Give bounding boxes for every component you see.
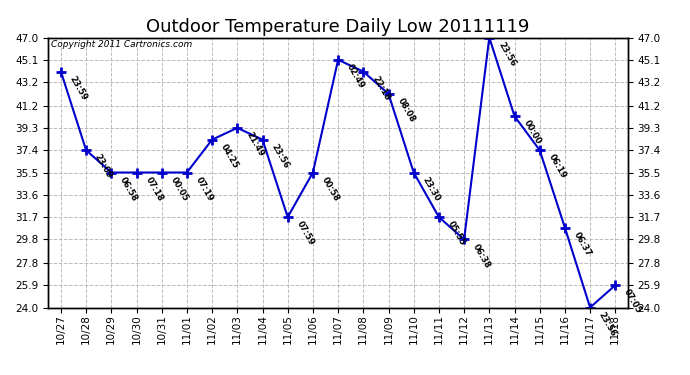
Text: 06:58: 06:58 [118, 175, 139, 203]
Text: 21:49: 21:49 [244, 130, 266, 158]
Text: 07:19: 07:19 [194, 175, 215, 203]
Title: Outdoor Temperature Daily Low 20111119: Outdoor Temperature Daily Low 20111119 [146, 18, 530, 36]
Text: 07:05: 07:05 [622, 288, 643, 315]
Text: 00:00: 00:00 [522, 119, 542, 146]
Text: 04:25: 04:25 [219, 142, 240, 170]
Text: 02:49: 02:49 [345, 63, 366, 90]
Text: 23:59: 23:59 [68, 74, 89, 102]
Text: 23:30: 23:30 [421, 175, 442, 203]
Text: 07:18: 07:18 [144, 175, 164, 203]
Text: Copyright 2011 Cartronics.com: Copyright 2011 Cartronics.com [51, 40, 193, 49]
Text: 00:05: 00:05 [168, 175, 190, 203]
Text: 00:58: 00:58 [320, 175, 341, 203]
Text: 07:59: 07:59 [295, 220, 316, 248]
Text: 05:55: 05:55 [446, 220, 467, 248]
Text: 06:38: 06:38 [471, 242, 492, 270]
Text: 23:56: 23:56 [496, 40, 518, 68]
Text: 22:18: 22:18 [371, 74, 391, 102]
Text: 23:09: 23:09 [93, 153, 114, 180]
Text: 06:37: 06:37 [572, 231, 593, 258]
Text: 08:08: 08:08 [395, 97, 417, 124]
Text: 23:56: 23:56 [269, 142, 290, 170]
Text: 23:56: 23:56 [597, 310, 618, 338]
Text: 06:19: 06:19 [546, 153, 568, 180]
